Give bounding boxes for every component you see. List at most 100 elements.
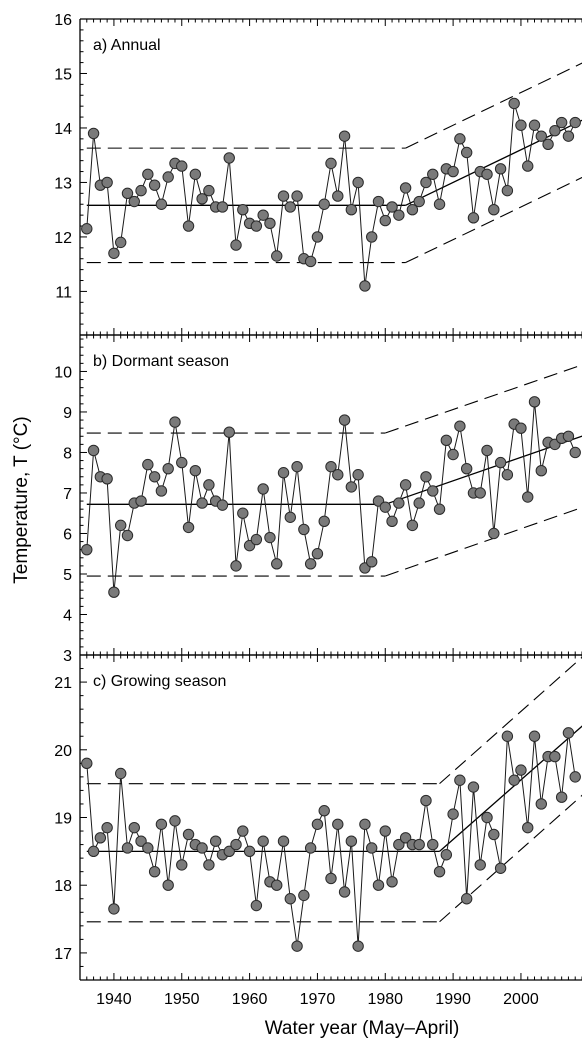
data-point	[203, 479, 215, 491]
data-point	[359, 280, 371, 292]
data-point	[501, 184, 514, 197]
data-point	[250, 899, 263, 912]
data-point	[203, 859, 215, 871]
data-point	[304, 842, 317, 854]
data-point	[135, 495, 147, 507]
data-point	[203, 184, 215, 197]
data-point	[128, 821, 140, 834]
y-tick-label-b: 7	[63, 486, 72, 503]
data-point	[522, 821, 534, 834]
data-point	[454, 420, 466, 432]
data-point	[555, 791, 568, 803]
data-point	[311, 231, 324, 243]
y-tick-label-b: 3	[63, 648, 72, 665]
data-point	[393, 497, 405, 509]
data-point	[277, 835, 290, 847]
data-point	[108, 586, 120, 598]
data-point	[562, 130, 575, 142]
data-point	[271, 558, 283, 570]
data-point	[508, 97, 520, 110]
y-tick-label-b: 10	[54, 364, 72, 381]
data-point	[535, 130, 547, 142]
data-point	[196, 842, 208, 854]
data-point	[555, 116, 568, 129]
data-point	[311, 818, 324, 830]
y-tick-label-a: 15	[54, 66, 72, 83]
data-point	[460, 893, 473, 905]
data-point	[549, 750, 561, 763]
data-point	[304, 255, 317, 268]
data-point	[216, 201, 229, 213]
x-tick-label: 1940	[96, 991, 132, 1008]
data-point	[87, 845, 100, 858]
data-point	[196, 497, 208, 509]
data-point	[427, 485, 439, 497]
y-tick-label-b: 8	[63, 445, 72, 462]
data-point	[182, 521, 195, 534]
data-point	[108, 903, 120, 915]
data-point	[488, 828, 500, 841]
data-point	[488, 203, 500, 216]
data-point	[338, 886, 351, 898]
y-tick-label-b: 9	[63, 405, 72, 422]
data-point	[393, 838, 405, 851]
data-point	[284, 511, 296, 523]
data-point	[189, 464, 202, 477]
data-point	[569, 116, 581, 129]
data-point	[460, 146, 473, 159]
data-point	[332, 818, 344, 830]
x-tick-label: 1970	[300, 991, 336, 1008]
data-point	[399, 832, 412, 844]
panel-label-a: a) Annual	[93, 37, 161, 54]
panel-data-a	[81, 62, 582, 292]
data-point	[359, 818, 371, 830]
data-point	[494, 862, 507, 874]
data-point	[366, 231, 378, 243]
data-point	[393, 209, 405, 221]
y-tick-label-c: 17	[54, 946, 72, 963]
data-point	[413, 195, 425, 208]
data-point	[87, 127, 100, 140]
data-point	[223, 426, 235, 438]
data-point	[515, 422, 527, 434]
data-point	[528, 396, 541, 408]
data-point	[474, 487, 486, 499]
data-point	[345, 203, 358, 216]
y-tick-label-a: 16	[54, 12, 72, 29]
data-point	[406, 203, 419, 216]
data-point	[481, 444, 493, 457]
data-point	[81, 757, 93, 770]
data-point	[291, 190, 303, 202]
data-point	[162, 462, 174, 475]
data-point	[284, 893, 296, 905]
lower-band-trend	[385, 506, 582, 577]
data-point	[121, 842, 134, 854]
data-point	[271, 250, 283, 262]
data-point	[433, 503, 446, 515]
axes-layer	[79, 18, 582, 981]
data-point	[345, 481, 358, 493]
x-tick-label: 2000	[503, 991, 539, 1008]
y-tick-label-c: 21	[54, 675, 72, 692]
data-point	[481, 168, 493, 180]
series-line	[86, 103, 576, 287]
y-tick-label-c: 18	[54, 878, 72, 895]
data-point	[81, 223, 93, 235]
data-point	[81, 543, 93, 556]
data-point	[440, 849, 453, 861]
data-point	[569, 446, 581, 459]
y-tick-label-c: 19	[54, 811, 72, 828]
data-point	[298, 523, 310, 536]
data-point	[433, 198, 446, 210]
data-point	[155, 818, 168, 830]
x-tick-label: 1960	[232, 991, 268, 1008]
y-tick-label-a: 13	[54, 175, 72, 192]
data-point	[264, 531, 276, 544]
y-tick-label-b: 4	[63, 607, 72, 624]
data-point	[271, 879, 283, 891]
data-point	[155, 485, 168, 497]
data-point	[528, 119, 541, 131]
data-point	[182, 828, 195, 841]
data-point	[338, 414, 351, 426]
